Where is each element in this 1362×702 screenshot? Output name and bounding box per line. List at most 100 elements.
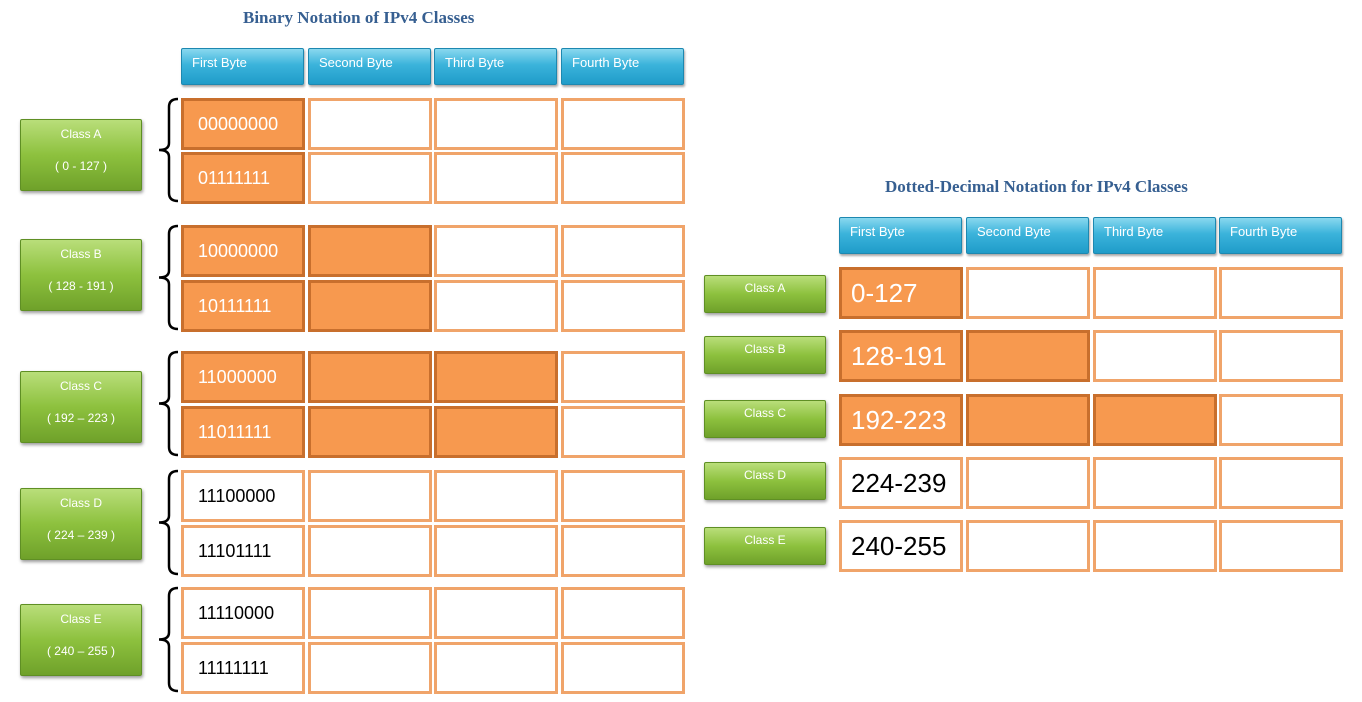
brace-icon (158, 350, 179, 457)
decimal-header-2: Second Byte (966, 217, 1089, 254)
binary-class-label: Class E ( 240 – 255 ) (20, 604, 142, 676)
class-name: Class A (60, 127, 102, 141)
binary-byte-cell (434, 587, 558, 639)
class-name: Class E (60, 612, 102, 626)
binary-byte-cell (308, 587, 432, 639)
decimal-class-label: Class B (704, 336, 826, 374)
decimal-first-byte-cell: 240-255 (839, 520, 963, 572)
class-name: Class A (744, 281, 786, 295)
binary-byte-cell (308, 152, 432, 204)
decimal-byte-cell (966, 457, 1090, 509)
binary-byte-cell (561, 351, 685, 403)
decimal-first-byte-cell: 192-223 (839, 394, 963, 446)
binary-first-byte-cell: 10000000 (181, 225, 305, 277)
binary-byte-cell (308, 98, 432, 150)
binary-byte-cell (308, 406, 432, 458)
class-name: Class B (60, 247, 102, 261)
class-range: ( 224 – 239 ) (46, 528, 116, 542)
class-name: Class D (743, 468, 786, 482)
binary-byte-cell (308, 225, 432, 277)
decimal-byte-cell (966, 330, 1090, 382)
binary-first-byte-cell: 11011111 (181, 406, 305, 458)
binary-title: Binary Notation of IPv4 Classes (243, 8, 475, 27)
binary-first-byte-cell: 11110000 (181, 587, 305, 639)
decimal-byte-cell (1219, 267, 1343, 319)
class-name: Class C (59, 379, 102, 393)
class-range: ( 128 - 191 ) (48, 279, 114, 293)
decimal-byte-cell (1093, 267, 1217, 319)
brace-icon (158, 224, 179, 331)
class-range: ( 192 – 223 ) (46, 411, 116, 425)
binary-byte-cell (561, 470, 685, 522)
binary-byte-cell (308, 280, 432, 332)
binary-first-byte-cell: 00000000 (181, 98, 305, 150)
decimal-byte-cell (966, 394, 1090, 446)
binary-byte-cell (561, 152, 685, 204)
decimal-first-byte-cell: 224-239 (839, 457, 963, 509)
binary-first-byte-cell: 10111111 (181, 280, 305, 332)
binary-byte-cell (308, 351, 432, 403)
binary-byte-cell (434, 470, 558, 522)
decimal-byte-cell (966, 520, 1090, 572)
decimal-header-1: First Byte (839, 217, 962, 254)
binary-first-byte-cell: 11000000 (181, 351, 305, 403)
decimal-title: Dotted-Decimal Notation for IPv4 Classes (885, 177, 1188, 196)
binary-byte-cell (561, 587, 685, 639)
binary-byte-cell (434, 98, 558, 150)
binary-byte-cell (561, 406, 685, 458)
class-name: Class B (744, 342, 786, 356)
binary-header-1: First Byte (181, 48, 304, 85)
binary-byte-cell (434, 406, 558, 458)
decimal-byte-cell (1093, 520, 1217, 572)
brace-icon (158, 469, 179, 576)
decimal-byte-cell (1093, 457, 1217, 509)
decimal-class-label: Class A (704, 275, 826, 313)
decimal-first-byte-cell: 0-127 (839, 267, 963, 319)
decimal-header-3: Third Byte (1093, 217, 1216, 254)
binary-header-3: Third Byte (434, 48, 557, 85)
binary-byte-cell (561, 642, 685, 694)
class-name: Class C (743, 406, 786, 420)
binary-byte-cell (561, 225, 685, 277)
binary-header-2: Second Byte (308, 48, 431, 85)
decimal-byte-cell (1093, 330, 1217, 382)
decimal-first-byte-cell: 128-191 (839, 330, 963, 382)
binary-class-label: Class B ( 128 - 191 ) (20, 239, 142, 311)
binary-byte-cell (561, 280, 685, 332)
binary-byte-cell (308, 470, 432, 522)
binary-byte-cell (434, 351, 558, 403)
decimal-class-label: Class D (704, 462, 826, 500)
binary-byte-cell (434, 525, 558, 577)
binary-first-byte-cell: 01111111 (181, 152, 305, 204)
binary-byte-cell (308, 525, 432, 577)
binary-byte-cell (434, 642, 558, 694)
binary-byte-cell (561, 98, 685, 150)
decimal-header-4: Fourth Byte (1219, 217, 1342, 254)
binary-byte-cell (434, 280, 558, 332)
decimal-class-label: Class E (704, 527, 826, 565)
binary-first-byte-cell: 11101111 (181, 525, 305, 577)
binary-class-label: Class C ( 192 – 223 ) (20, 371, 142, 443)
binary-first-byte-cell: 11111111 (181, 642, 305, 694)
class-range: ( 0 - 127 ) (54, 159, 108, 173)
decimal-byte-cell (1219, 520, 1343, 572)
decimal-byte-cell (966, 267, 1090, 319)
decimal-class-label: Class C (704, 400, 826, 438)
brace-icon (158, 586, 179, 693)
binary-header-4: Fourth Byte (561, 48, 684, 85)
decimal-byte-cell (1219, 457, 1343, 509)
decimal-byte-cell (1219, 330, 1343, 382)
binary-class-label: Class D ( 224 – 239 ) (20, 488, 142, 560)
decimal-byte-cell (1093, 394, 1217, 446)
binary-byte-cell (434, 152, 558, 204)
binary-byte-cell (308, 642, 432, 694)
binary-first-byte-cell: 11100000 (181, 470, 305, 522)
binary-byte-cell (561, 525, 685, 577)
class-name: Class D (59, 496, 102, 510)
class-name: Class E (744, 533, 786, 547)
brace-icon (158, 97, 179, 203)
binary-class-label: Class A ( 0 - 127 ) (20, 119, 142, 191)
binary-byte-cell (434, 225, 558, 277)
class-range: ( 240 – 255 ) (46, 644, 116, 658)
decimal-byte-cell (1219, 394, 1343, 446)
